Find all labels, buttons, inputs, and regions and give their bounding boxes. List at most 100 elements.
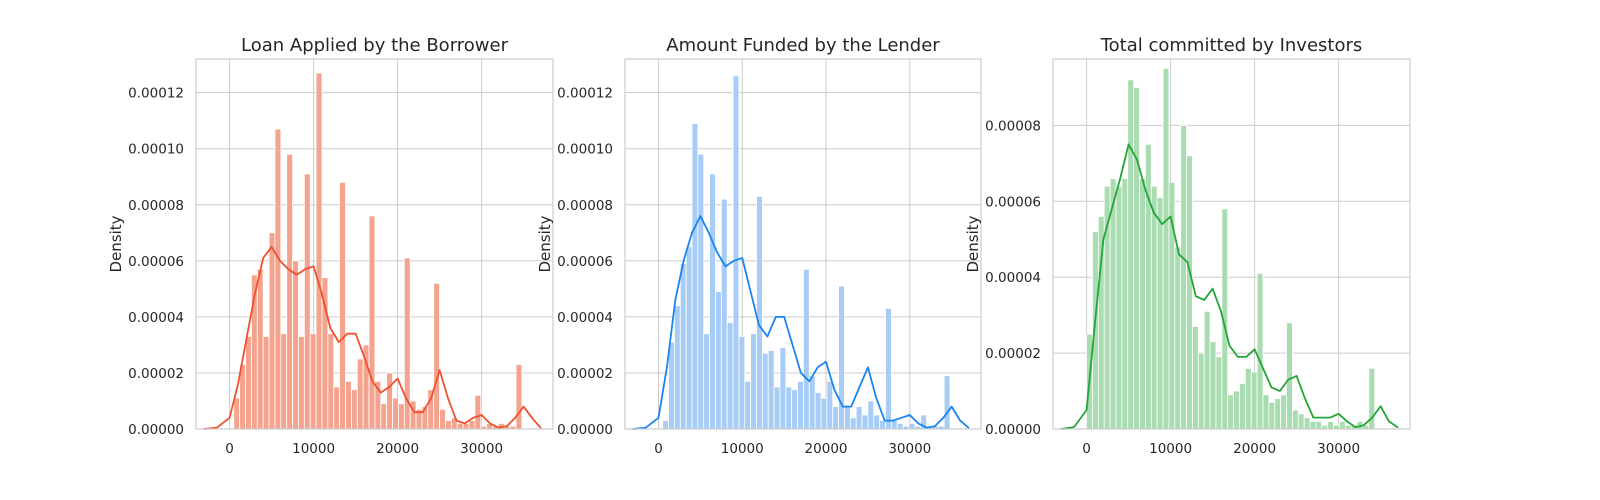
- histogram-bar: [1274, 398, 1282, 430]
- histogram-bar: [662, 420, 669, 430]
- histogram-bar: [703, 333, 711, 430]
- histogram-bar: [292, 260, 299, 430]
- histogram-bar: [715, 291, 722, 430]
- histogram-bar: [896, 422, 904, 430]
- histogram-bar: [468, 420, 476, 430]
- histogram-bar: [262, 336, 270, 430]
- histogram-bar: [820, 397, 828, 430]
- histogram-bar: [303, 173, 311, 430]
- y-tick-label: 0.00008: [985, 118, 1041, 134]
- y-tick-label: 0.00012: [128, 86, 184, 102]
- y-tick-label: 0.00004: [557, 310, 613, 326]
- histogram-bar: [1180, 125, 1187, 430]
- histogram-bar: [274, 128, 282, 430]
- histogram-bar: [456, 422, 464, 430]
- histogram-bar: [298, 336, 305, 430]
- x-tick-label: 20000: [1233, 441, 1276, 457]
- x-tick-label: 10000: [721, 441, 764, 457]
- histogram-bar: [515, 364, 523, 430]
- histogram-bar: [286, 153, 294, 430]
- histogram-bar: [785, 386, 793, 430]
- histogram-bar: [1233, 390, 1240, 430]
- x-tick-label: 30000: [1317, 441, 1360, 457]
- histogram-bar: [333, 386, 341, 430]
- chart-panel-3: 0 10000 20000 30000 0.00000 0.00002 0.00004 0.0…: [964, 35, 1411, 457]
- histogram-bar: [1297, 413, 1305, 430]
- histogram-bar: [1315, 421, 1323, 430]
- histogram-bar: [327, 333, 335, 430]
- y-axis-label: Density: [536, 215, 554, 272]
- chart-title: Amount Funded by the Lender: [666, 35, 940, 56]
- histogram-bar: [668, 341, 675, 430]
- histogram-bar: [1215, 356, 1223, 430]
- x-tick-label: 10000: [1149, 441, 1192, 457]
- histogram-bar: [808, 375, 816, 430]
- histogram-bar: [462, 422, 470, 430]
- histogram-bar: [890, 420, 898, 430]
- histogram-bar: [709, 173, 716, 430]
- x-tick-label: 30000: [888, 441, 931, 457]
- histogram-bar: [1292, 409, 1299, 430]
- histogram-bar: [445, 420, 452, 430]
- histogram-bar: [744, 380, 752, 430]
- histogram-bar: [779, 347, 787, 430]
- histogram-bar: [803, 268, 810, 430]
- histogram-bar: [855, 406, 863, 430]
- histogram-bar: [1280, 394, 1287, 430]
- histogram-bar: [1139, 178, 1146, 430]
- histogram-bar: [1303, 417, 1311, 430]
- histogram-bar: [356, 358, 364, 430]
- x-tick-label: 20000: [376, 441, 419, 457]
- histogram-bar: [1262, 394, 1270, 430]
- x-tick-label: 0: [225, 441, 234, 457]
- plot-frame: [1052, 58, 1411, 430]
- chart-title: Loan Applied by the Borrower: [241, 35, 509, 56]
- histogram-bar: [1244, 367, 1252, 430]
- y-tick-label: 0.00000: [985, 422, 1041, 438]
- histogram-bar: [1121, 178, 1129, 430]
- histogram-bar: [943, 375, 951, 430]
- y-axis-label: Density: [964, 215, 982, 272]
- y-tick-label: 0.00004: [985, 270, 1041, 286]
- histogram-bar: [738, 336, 746, 430]
- histogram-bar: [814, 392, 822, 430]
- histogram-bar: [392, 397, 399, 430]
- histogram-bar: [844, 406, 851, 430]
- histogram-bar: [1127, 79, 1135, 430]
- histogram-bar: [697, 153, 705, 430]
- histogram-bar: [867, 400, 875, 430]
- kde-line: [203, 245, 542, 430]
- histogram-bar: [368, 215, 376, 430]
- histogram-bar: [433, 282, 441, 430]
- histogram-bar: [1145, 143, 1152, 430]
- histogram-bar: [233, 397, 241, 430]
- y-tick-label: 0.00006: [557, 254, 613, 270]
- x-tick-label: 0: [654, 441, 663, 457]
- histogram-bar: [1150, 185, 1158, 430]
- histogram-bar: [761, 352, 769, 430]
- histogram-bar: [1162, 68, 1170, 430]
- chart-panel-1: 0 10000 20000 30000 0.00000 0.00002 0.00004 0.0…: [107, 35, 554, 457]
- histogram-bar: [879, 420, 886, 430]
- histogram-bar: [1309, 421, 1317, 430]
- x-tick-label: 20000: [805, 441, 848, 457]
- y-axis-label: Density: [107, 215, 125, 272]
- histogram-bar: [439, 408, 446, 430]
- kde-line: [1060, 143, 1399, 430]
- histogram-bar: [773, 386, 781, 430]
- histogram-bar: [256, 268, 264, 430]
- histogram-bar: [1250, 371, 1258, 430]
- histogram-bar: [245, 336, 252, 430]
- histogram-bar: [386, 372, 393, 430]
- histogram-bar: [826, 380, 834, 430]
- y-tick-label: 0.00008: [128, 198, 184, 214]
- histogram-bar: [1286, 322, 1293, 430]
- histogram-bar: [791, 389, 798, 430]
- x-tick-label: 30000: [460, 441, 503, 457]
- histogram-bar: [685, 246, 693, 430]
- y-tick-label: 0.00002: [557, 366, 613, 382]
- histogram-bar: [339, 181, 346, 430]
- histogram-bar: [268, 232, 276, 430]
- histogram-bar: [767, 350, 775, 430]
